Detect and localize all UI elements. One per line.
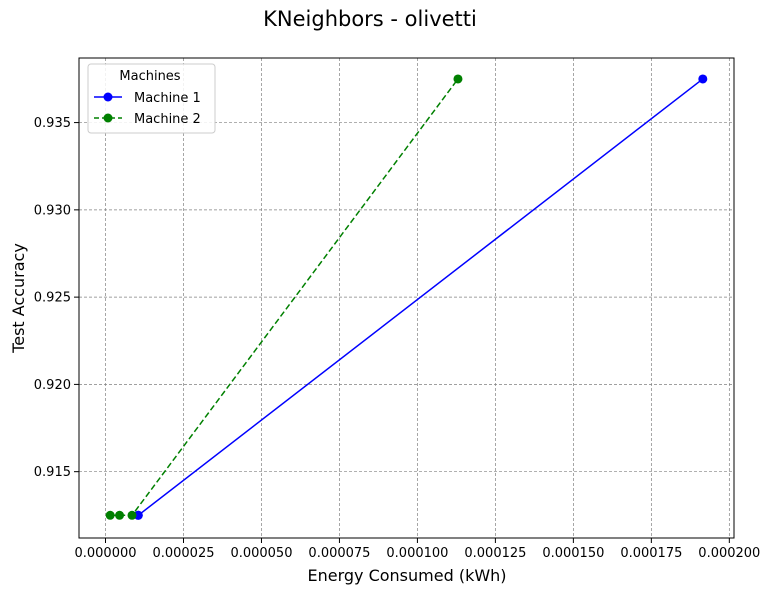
x-tick-label: 0.000175 <box>620 546 682 561</box>
y-tick-label: 0.935 <box>34 116 71 131</box>
legend-label-machine-1: Machine 1 <box>134 91 201 106</box>
x-tick-label: 0.000125 <box>464 546 526 561</box>
data-point-machine-2 <box>105 510 115 520</box>
x-tick-label: 0.000000 <box>74 546 136 561</box>
y-tick-label: 0.925 <box>34 291 71 306</box>
x-tick-label: 0.000150 <box>542 546 604 561</box>
x-axis-label: Energy Consumed (kWh) <box>307 566 506 585</box>
data-point-machine-2 <box>127 510 137 520</box>
legend: Machines Machine 1 Machine 2 <box>87 63 216 134</box>
legend-marker-machine-2 <box>103 113 113 123</box>
series-line-machine-1 <box>137 78 704 516</box>
chart-title: KNeighbors - olivetti <box>263 7 477 31</box>
x-tick-label: 0.000200 <box>698 546 760 561</box>
legend-label-machine-2: Machine 2 <box>134 112 201 127</box>
x-tick-label: 0.000075 <box>308 546 370 561</box>
y-axis: 0.915 0.920 0.925 0.930 0.935 <box>34 116 79 480</box>
data-point-machine-2 <box>115 510 125 520</box>
x-tick-label: 0.000025 <box>152 546 214 561</box>
y-axis-label: Test Accuracy <box>9 243 28 354</box>
data-point-machine-2 <box>453 74 463 84</box>
data-point-machine-1 <box>133 510 143 520</box>
y-tick-label: 0.915 <box>34 465 71 480</box>
y-tick-label: 0.930 <box>34 203 71 218</box>
legend-box <box>87 63 216 134</box>
series-line-machine-2 <box>110 78 459 517</box>
legend-title: Machines <box>119 69 180 84</box>
plot-frame <box>78 57 735 539</box>
legend-marker-machine-1 <box>103 92 113 102</box>
x-tick-label: 0.000050 <box>230 546 292 561</box>
x-tick-label: 0.000100 <box>386 546 448 561</box>
data-point-machine-1 <box>698 74 708 84</box>
x-axis: 0.000000 0.000025 0.000050 0.000075 0.000100… <box>74 538 760 561</box>
series-layer <box>105 74 708 520</box>
grid <box>79 58 734 538</box>
y-tick-label: 0.920 <box>34 378 71 393</box>
